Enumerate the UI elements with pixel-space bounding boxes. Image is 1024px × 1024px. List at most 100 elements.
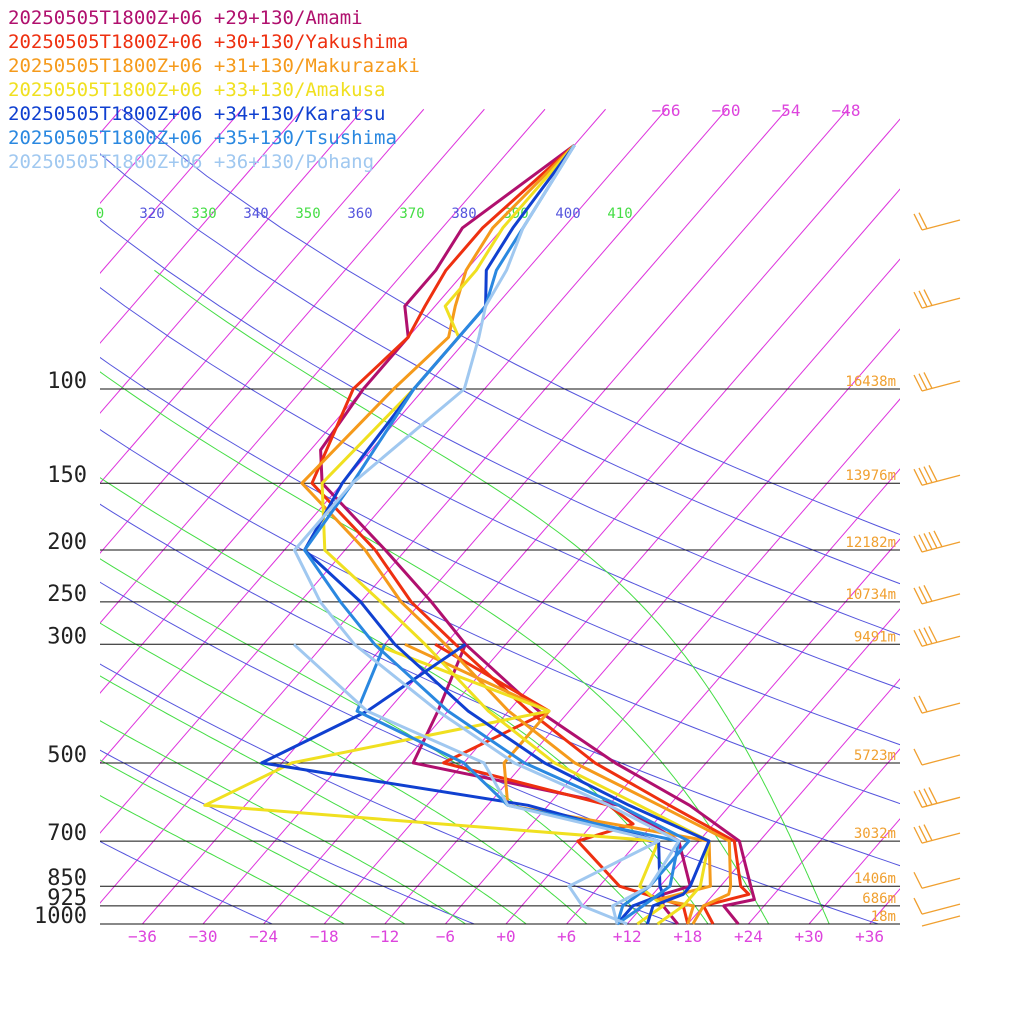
moist-adiabat-line	[100, 759, 406, 924]
isotherm-line	[142, 108, 849, 924]
temperature-tick-label: +36	[855, 927, 884, 946]
theta-label: 0	[96, 206, 104, 222]
dry-adiabat-line	[100, 749, 475, 924]
moist-adiabat-line	[154, 269, 830, 924]
temperature-tick-label: +6	[557, 927, 576, 946]
theta-label: 360	[347, 206, 372, 222]
upper-temperature-label: −60	[712, 101, 741, 120]
theta-label: 340	[243, 206, 268, 222]
isotherm-line	[0, 109, 60, 924]
isotherm-line	[100, 108, 425, 484]
pressure-level-label: 150	[47, 463, 87, 488]
theta-label: 320	[139, 206, 164, 222]
wind-barb	[913, 585, 961, 605]
temperature-line	[310, 143, 751, 925]
wind-barb	[913, 212, 961, 231]
isotherm-line	[100, 108, 122, 135]
dewpoint-line	[292, 643, 661, 926]
temperature-tick-label: +24	[734, 927, 763, 946]
temperature-tick-label: +18	[673, 927, 702, 946]
wind-barbs	[913, 212, 961, 927]
theta-label: 410	[607, 206, 632, 222]
theta-label: 330	[191, 206, 216, 222]
isotherm-line	[808, 818, 900, 924]
dry-adiabat-lines	[100, 108, 900, 924]
moist-adiabat-line	[100, 675, 527, 924]
temperature-line	[303, 144, 711, 925]
theta-label: 400	[555, 206, 580, 222]
isotherm-line	[100, 108, 364, 414]
isotherm-line	[323, 258, 900, 924]
moist-adiabat-line	[100, 371, 770, 924]
upper-temperature-label: −48	[832, 101, 861, 120]
moist-adiabat-line	[100, 622, 588, 924]
temperature-tick-label: −36	[128, 927, 157, 946]
temperature-tick-label: +12	[613, 927, 642, 946]
wind-barb	[921, 915, 961, 927]
wind-barb	[913, 748, 961, 766]
legend-entry: 20250505T1800Z+06 +35+130/Tsushima	[8, 127, 397, 149]
wind-barb	[913, 372, 961, 392]
theta-label: 350	[295, 206, 320, 222]
pressure-level-label: 925	[47, 886, 87, 911]
wind-barb	[913, 897, 961, 915]
height-label: 1406m	[854, 871, 896, 887]
temperature-tick-label: +0	[496, 927, 515, 946]
wind-barb	[913, 787, 961, 808]
dewpoint-line	[404, 642, 712, 925]
pressure-level-label: 300	[47, 624, 87, 649]
isotherm-line	[626, 608, 900, 924]
isotherm-line	[505, 468, 900, 924]
dry-adiabat-line	[100, 153, 900, 585]
theta-label: 370	[399, 206, 424, 222]
legend-entry: 20250505T1800Z+06 +31+130/Makurazaki	[8, 55, 420, 77]
height-label: 9491m	[854, 629, 896, 645]
temperature-line	[300, 144, 733, 925]
isotherm-line	[869, 888, 900, 924]
isotherm-line	[100, 108, 728, 834]
temperature-line	[293, 144, 681, 925]
isotherm-line	[263, 188, 900, 924]
height-label: 686m	[862, 891, 896, 907]
dry-adiabat-line	[100, 503, 900, 867]
isotherm-line	[100, 108, 485, 554]
height-label: 12182m	[845, 535, 896, 551]
wind-barb	[913, 465, 961, 486]
theta-label: 380	[451, 206, 476, 222]
legend-entry: 20250505T1800Z+06 +29+130/Amami	[8, 7, 363, 29]
moist-adiabat-line	[100, 720, 466, 924]
height-labels: 16438m 13976m 12182m 10734m 9491m 5723m 3032m 1…	[845, 374, 896, 925]
legend-entry: 20250505T1800Z+06 +33+130/Amakusa	[8, 79, 386, 101]
upper-temperature-label: −54	[772, 101, 801, 120]
dry-adiabat-line	[100, 428, 900, 805]
legend-entry: 20250505T1800Z+06 +36+130/Pohang	[8, 151, 374, 173]
moist-adiabat-line	[100, 477, 709, 924]
temperature-tick-label: +30	[795, 927, 824, 946]
pressure-level-label: 700	[47, 821, 87, 846]
pressure-level-label: 500	[47, 743, 87, 768]
wind-barb	[913, 695, 961, 714]
moist-adiabat-line	[100, 795, 345, 924]
dry-adiabat-line	[100, 287, 900, 690]
pressure-level-label: 1000	[34, 904, 87, 929]
isotherm-line	[100, 108, 788, 904]
wind-barb	[913, 626, 961, 647]
isotherm-line	[384, 328, 900, 924]
height-label: 18m	[871, 909, 896, 925]
pressure-level-label: 850	[47, 866, 87, 891]
temperature-tick-label: −18	[310, 927, 339, 946]
temperature-line	[320, 144, 711, 926]
pressure-level-label: 200	[47, 530, 87, 555]
pressure-level-label: 100	[47, 369, 87, 394]
isotherm-line	[100, 108, 667, 764]
isotherm-line	[687, 678, 900, 924]
legend-entry: 20250505T1800Z+06 +34+130/Karatsu	[8, 103, 386, 125]
dry-adiabat-line	[100, 840, 273, 924]
height-label: 5723m	[854, 748, 896, 764]
isotherm-line	[202, 118, 900, 924]
legend-entry: 20250505T1800Z+06 +30+130/Yakushima	[8, 31, 408, 53]
wind-barb	[913, 289, 961, 309]
dry-adiabat-line	[100, 356, 900, 746]
